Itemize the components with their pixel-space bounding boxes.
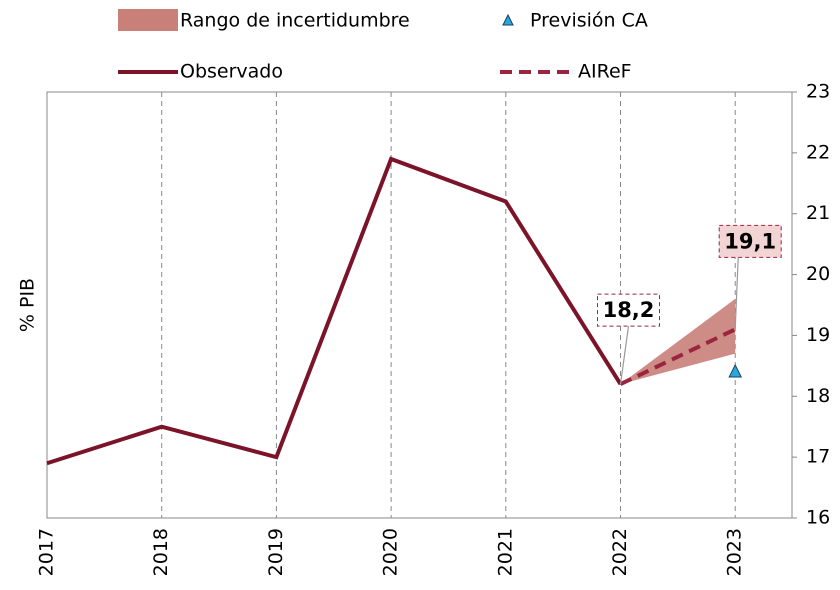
data-label: 19,1	[724, 229, 776, 253]
legend-label: Previsión CA	[530, 10, 648, 32]
plot-area	[46, 91, 793, 519]
y-tick-label: 16	[806, 507, 830, 529]
label-box	[718, 224, 782, 258]
legend-label: Observado	[180, 61, 283, 83]
y-tick-label: 23	[806, 81, 830, 103]
label-box	[597, 293, 660, 327]
marker	[728, 363, 743, 378]
y-tick-label: 17	[806, 446, 830, 468]
line-dashed	[619, 327, 737, 386]
x-tick-label: 2019	[265, 528, 287, 576]
y-tick-label: 19	[806, 324, 830, 346]
leader-line	[734, 257, 739, 330]
legend-swatch	[118, 9, 178, 31]
y-tick-label: 22	[806, 141, 830, 163]
legend-label: Rango de incertidumbre	[180, 10, 410, 32]
x-tick-label: 2020	[380, 528, 402, 576]
x-tick-label: 2022	[609, 528, 631, 576]
y-tick-label: 18	[806, 385, 830, 407]
uncertainty-band	[620, 298, 736, 385]
x-tick-label: 2021	[494, 528, 516, 576]
y-tick-label: 21	[806, 202, 830, 224]
y-axis-label: % PIB	[17, 278, 39, 332]
legend-swatch	[502, 13, 514, 26]
data-label: 18,2	[603, 298, 655, 322]
leader-line	[619, 326, 630, 385]
x-tick-label: 2017	[36, 528, 58, 576]
x-tick-label: 2023	[724, 528, 746, 576]
legend-label: AIReF	[578, 61, 632, 83]
y-tick-label: 20	[806, 263, 830, 285]
line-solid	[46, 156, 623, 466]
x-tick-label: 2018	[150, 528, 172, 576]
